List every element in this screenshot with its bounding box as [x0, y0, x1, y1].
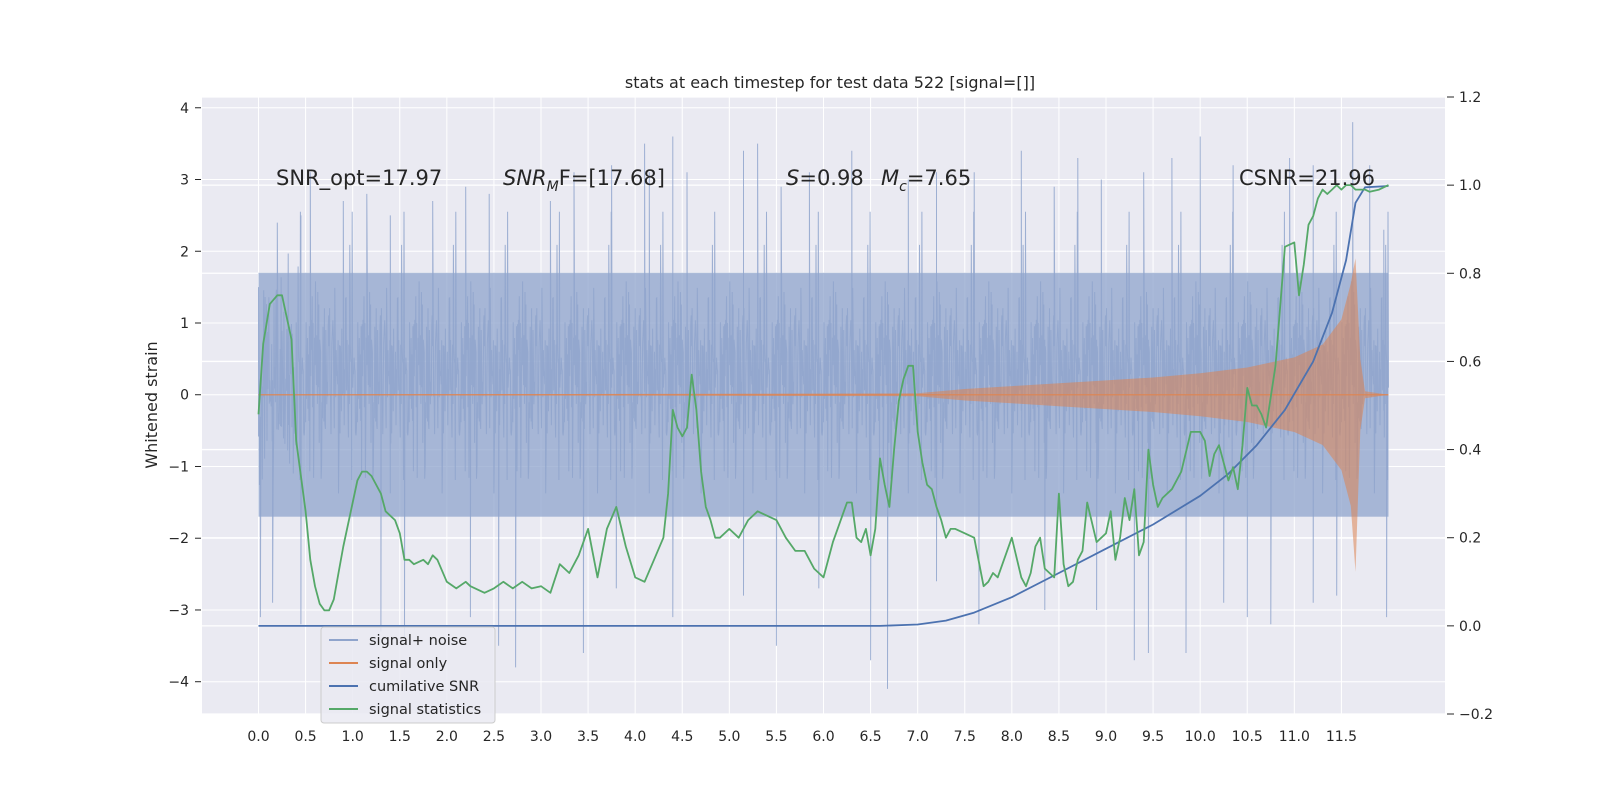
- y-tick-label: −1: [168, 459, 189, 475]
- annotation-s-val: =0.98: [799, 166, 863, 190]
- annotation-mc-val: =7.65: [907, 166, 971, 190]
- y-tick-label: 1: [180, 316, 189, 332]
- x-tick-label: 1.0: [342, 729, 364, 745]
- x-tick-label: 9.0: [1095, 729, 1117, 745]
- x-tick-label: 10.5: [1232, 729, 1263, 745]
- x-tick-label: 10.0: [1185, 729, 1216, 745]
- annotation-csnr: CSNR=21.96: [1239, 166, 1375, 190]
- y-tick-label: 4: [180, 101, 189, 117]
- x-tick-label: 6.0: [812, 729, 834, 745]
- legend: signal+ noise signal only cumilative SNR…: [320, 626, 496, 724]
- annotation-snr-mf-rest: F=[17.68]: [559, 166, 665, 190]
- axis-ticks: 0.0 0.5 1.0 1.5 2.0 2.5 3.0 3.5 4.0 4.5 5.0 5.5 6.0 6…: [168, 90, 1493, 745]
- y2-tick-label: 0.0: [1459, 619, 1481, 635]
- x-tick-label: 11.0: [1279, 729, 1310, 745]
- x-tick-label: 3.5: [577, 729, 599, 745]
- chart-title: stats at each timestep for test data 522…: [625, 73, 1035, 92]
- x-tick-label: 0.5: [294, 729, 316, 745]
- x-tick-label: 1.5: [389, 729, 411, 745]
- x-tick-label: 4.5: [671, 729, 693, 745]
- annotation-snr-mf: SNRMF=[17.68]: [503, 166, 665, 195]
- legend-label-3: signal statistics: [369, 702, 481, 718]
- x-tick-label: 3.0: [530, 729, 552, 745]
- y2-tick-label: 0.6: [1459, 354, 1481, 370]
- x-tick-label: 5.0: [718, 729, 740, 745]
- x-tick-label: 8.0: [1001, 729, 1023, 745]
- x-tick-label: 6.5: [859, 729, 881, 745]
- x-tick-label: 4.0: [624, 729, 646, 745]
- line-series: [257, 184, 1389, 627]
- x-tick-label: 7.5: [954, 729, 976, 745]
- x-tick-label: 9.5: [1142, 729, 1164, 745]
- x-tick-label: 5.5: [765, 729, 787, 745]
- x-tick-label: 8.5: [1048, 729, 1070, 745]
- legend-label-0: signal+ noise: [369, 633, 467, 649]
- annotation-s: S=0.98: [786, 166, 864, 190]
- x-tick-label: 2.5: [483, 729, 505, 745]
- annotation-mc: Mc=7.65: [881, 166, 971, 195]
- y-tick-label: 0: [180, 388, 189, 404]
- y2-tick-label: −0.2: [1459, 707, 1493, 723]
- signal-only-series: [258, 258, 1389, 572]
- y2-tick-label: 0.8: [1459, 266, 1481, 282]
- legend-label-1: signal only: [369, 656, 448, 672]
- x-tick-label: 7.0: [907, 729, 929, 745]
- annotation-snr-mf-prefix: SNR: [503, 166, 547, 190]
- annotation-mc-sub: c: [899, 179, 907, 195]
- y2-tick-label: 1.2: [1459, 90, 1481, 106]
- signal-statistics-line: [257, 184, 1389, 612]
- annotation-mc-var: M: [881, 166, 899, 190]
- y2-tick-label: 0.2: [1459, 531, 1481, 547]
- annotation-snr-mf-sub: M: [547, 179, 559, 195]
- annotation-snr-opt: SNR_opt=17.97: [276, 166, 442, 191]
- y-axis-label: Whitened strain: [142, 341, 161, 468]
- cumulative-snr-line: [258, 185, 1389, 627]
- y-tick-label: 2: [180, 244, 189, 260]
- y2-tick-label: 1.0: [1459, 178, 1481, 194]
- y2-tick-label: 0.4: [1459, 443, 1481, 459]
- y-tick-label: 3: [180, 173, 189, 189]
- legend-box: [320, 626, 496, 724]
- x-tick-label: 11.5: [1326, 729, 1357, 745]
- legend-label-2: cumilative SNR: [369, 679, 479, 695]
- y-tick-label: −2: [168, 531, 189, 547]
- y-tick-label: −3: [168, 603, 189, 619]
- x-tick-label: 0.0: [247, 729, 269, 745]
- annotation-s-var: S: [786, 166, 799, 190]
- y-tick-label: −4: [168, 675, 189, 691]
- x-tick-label: 2.0: [436, 729, 458, 745]
